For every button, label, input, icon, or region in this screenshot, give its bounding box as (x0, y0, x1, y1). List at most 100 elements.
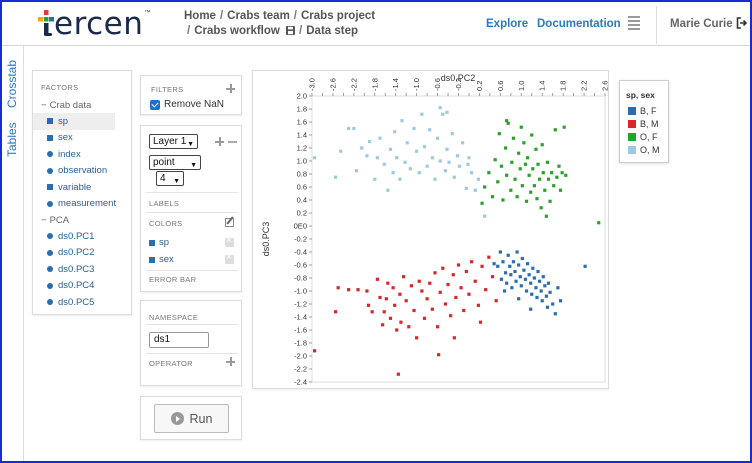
data-point (409, 284, 414, 288)
factor-item-sp[interactable]: sp (33, 113, 115, 130)
remove-color-sp-icon[interactable] (225, 235, 234, 247)
data-point (536, 162, 540, 166)
factor-square-icon (149, 239, 155, 246)
data-point (462, 308, 466, 313)
factor-square-icon (149, 256, 155, 263)
factor-item-pc4[interactable]: ds0.PC4 (33, 278, 131, 295)
data-point (517, 263, 521, 267)
data-point (445, 110, 449, 114)
data-point (420, 289, 424, 293)
color-factor-sp[interactable]: sp (149, 237, 169, 248)
factor-item-pc3[interactable]: ds0.PC3 (33, 261, 131, 278)
y-tick-label: 1.6 (297, 118, 307, 127)
factor-item-sex[interactable]: sex (33, 130, 131, 147)
geom-select-value: point (153, 157, 175, 168)
data-point (514, 279, 518, 283)
data-point (529, 190, 533, 194)
data-point (433, 177, 437, 181)
data-point (407, 325, 411, 329)
size-select[interactable]: 4 ▼ (156, 171, 184, 186)
x-tick-label: 0.6 (496, 81, 505, 91)
data-point (558, 188, 563, 192)
factor-label: ds0.PC2 (58, 247, 95, 259)
factors-title: FACTORS (41, 83, 79, 92)
geom-select[interactable]: point ▼ (149, 155, 201, 170)
data-point (441, 266, 445, 270)
data-point (370, 310, 374, 314)
breadcrumb-workflow[interactable]: Crabs workflow (194, 25, 280, 37)
legend-swatch (628, 120, 636, 128)
add-layer-plus-icon[interactable] (215, 137, 224, 146)
factor-item-pc1[interactable]: ds0.PC1 (33, 228, 131, 245)
data-point (520, 184, 524, 188)
tercen-logo[interactable]: ercen ™ (38, 6, 150, 40)
color-factor-label: sp (159, 237, 170, 248)
factor-item-pc2[interactable]: ds0.PC2 (33, 245, 131, 262)
edit-colors-icon[interactable] (225, 218, 234, 227)
data-point (531, 167, 535, 171)
data-point (499, 277, 504, 281)
data-point (420, 112, 424, 116)
namespace-title: NAMESPACE (149, 313, 199, 322)
data-point (449, 314, 453, 318)
factor-item-variable[interactable]: variable (33, 179, 131, 196)
data-point (366, 303, 371, 307)
data-point (523, 277, 528, 281)
factor-item-index[interactable]: index (33, 146, 131, 163)
breadcrumb-home[interactable]: Home (184, 10, 216, 22)
scatter-plot[interactable]: -3.0 -2.6 -2.2 -1.8 -1.4 -1.0 -0.6 -0.2 0.2 0.6 1.… (253, 71, 610, 388)
add-filter-plus-icon[interactable] (226, 84, 235, 93)
layer-select[interactable]: Layer 1 ▼ (149, 134, 198, 149)
x-tick-label: -0.6 (433, 78, 442, 91)
documentation-link[interactable]: Documentation (537, 18, 621, 30)
x-tick-label: 1.8 (559, 81, 568, 91)
data-point (456, 263, 461, 267)
remove-layer-minus-icon[interactable] (228, 141, 237, 143)
user-name[interactable]: Marie Curie (670, 18, 733, 30)
factor-item-observation[interactable]: observation (33, 163, 131, 180)
data-point (388, 316, 393, 320)
y-tick-label: -0.2 (294, 235, 307, 244)
collapse-icon: − (41, 214, 47, 226)
data-point (447, 160, 451, 164)
add-operator-plus-icon[interactable] (226, 357, 235, 366)
data-point (433, 271, 437, 275)
data-point (522, 268, 526, 272)
breadcrumb-project[interactable]: Crabs project (301, 10, 376, 22)
y-tick-label: -1.6 (294, 326, 307, 335)
data-point (443, 302, 448, 306)
legend-swatch (628, 146, 636, 154)
data-point (417, 171, 421, 175)
tab-crosstab[interactable]: Crosstab (5, 59, 19, 108)
breadcrumb-team[interactable]: Crabs team (227, 10, 290, 22)
divider (146, 270, 238, 271)
factor-group-pca[interactable]: − PCA (33, 212, 131, 228)
data-point (505, 119, 509, 123)
hamburger-menu-icon[interactable] (628, 16, 640, 30)
breadcrumb-separator: / (219, 10, 224, 22)
remove-color-sex-icon[interactable] (225, 252, 234, 264)
divider (146, 212, 238, 213)
data-point (597, 221, 601, 225)
factor-item-measurement[interactable]: measurement (33, 196, 131, 213)
breadcrumb-data-step[interactable]: Data step (306, 25, 359, 37)
data-point (513, 269, 517, 274)
remove-nan-checkbox[interactable] (150, 100, 160, 110)
data-point (529, 281, 533, 285)
logout-icon[interactable] (736, 17, 748, 29)
factor-item-pc5[interactable]: ds0.PC5 (33, 294, 131, 311)
color-factor-sex[interactable]: sex (149, 254, 174, 265)
data-point (496, 264, 500, 268)
run-button[interactable]: Run (154, 404, 229, 433)
factor-group-crab-data[interactable]: − Crab data (33, 97, 131, 113)
explore-link[interactable]: Explore (486, 18, 529, 30)
tab-tables[interactable]: Tables (5, 122, 19, 157)
operator-title: OPERATOR (149, 359, 193, 368)
data-point (543, 284, 547, 288)
save-icon[interactable] (286, 25, 296, 40)
data-point (336, 286, 340, 290)
namespace-input[interactable]: ds1 (149, 332, 209, 348)
data-point (525, 156, 530, 160)
y-axis-title: ds0.PC3 (261, 222, 271, 257)
